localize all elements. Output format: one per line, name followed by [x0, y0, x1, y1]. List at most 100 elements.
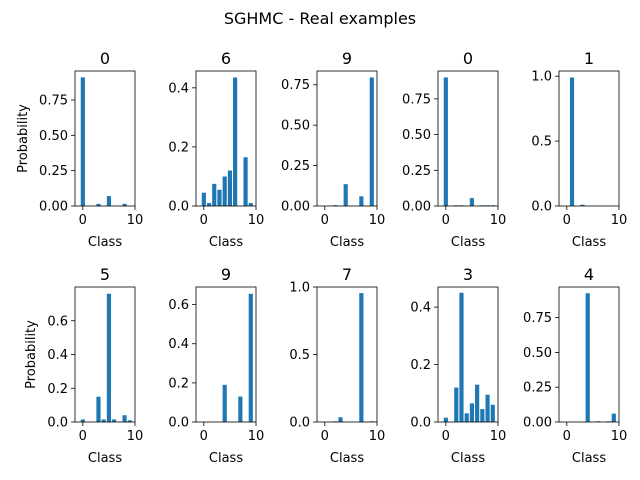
bar [122, 203, 127, 206]
x-tick-label: 0 [563, 429, 571, 444]
subplot-title: 5 [100, 265, 110, 284]
x-tick-label: 0 [200, 429, 208, 444]
y-tick-label: 0.2 [168, 376, 189, 391]
bar [233, 77, 238, 207]
x-tick-label: 0 [442, 429, 450, 444]
bar [490, 404, 495, 422]
axes-frame [558, 286, 620, 423]
subplot-10: 0 10 0.00 0.25 0.50 0.75 4 Class [523, 265, 627, 466]
bar [443, 417, 448, 422]
y-tick-label: 0.4 [168, 337, 189, 352]
x-axis-label: Class [330, 451, 364, 466]
axes-frame [437, 286, 499, 423]
x-axis-label: Class [209, 451, 243, 466]
y-tick-label: 0.0 [289, 416, 310, 431]
bar [469, 403, 474, 422]
y-tick-label: 0.2 [47, 382, 68, 397]
x-axis-label: Class [451, 235, 485, 250]
x-tick-label: 10 [127, 213, 144, 228]
axes-frame [195, 286, 257, 423]
x-tick-label: 0 [79, 429, 87, 444]
y-tick-label: 0.50 [39, 129, 68, 144]
bar [212, 183, 217, 206]
x-axis-label: Class [572, 235, 606, 250]
x-tick-label: 10 [490, 429, 507, 444]
axes-frame [558, 70, 620, 207]
axes-frame [195, 70, 257, 207]
y-tick-label: 0.6 [47, 314, 68, 329]
x-tick-label: 10 [369, 213, 386, 228]
axes-frame [437, 70, 499, 207]
bar [469, 198, 474, 206]
axes-frame [316, 70, 378, 207]
y-tick-label: 0.25 [523, 381, 552, 396]
subplot-5: 0 10 0.0 0.5 1.0 1 Class [531, 49, 627, 250]
y-tick-label: 0.4 [410, 301, 431, 316]
subplot-title: 4 [584, 265, 594, 284]
y-tick-label: 0.25 [39, 164, 68, 179]
y-tick-label: 0.25 [402, 164, 431, 179]
y-tick-label: 0.50 [523, 346, 552, 361]
x-tick-label: 10 [369, 429, 386, 444]
y-tick-label: 0.0 [410, 416, 431, 431]
bar [206, 203, 212, 206]
bar [464, 413, 469, 422]
subplot-title: 0 [463, 49, 473, 68]
subplot-title: 9 [342, 49, 352, 68]
bar [243, 157, 248, 206]
y-tick-label: 0.50 [402, 128, 431, 143]
x-tick-label: 10 [248, 213, 265, 228]
x-tick-label: 0 [200, 213, 208, 228]
y-tick-label: 0.00 [39, 200, 68, 215]
x-tick-label: 0 [79, 213, 87, 228]
bar [359, 293, 364, 422]
subplot-3: 0 10 0.00 0.25 0.50 0.75 9 Class [281, 49, 385, 250]
bar [585, 293, 590, 422]
bar [101, 419, 106, 422]
bar [459, 292, 464, 422]
x-tick-label: 10 [127, 429, 144, 444]
x-axis-label: Class [330, 235, 364, 250]
x-tick-label: 10 [490, 213, 507, 228]
bar [359, 196, 364, 206]
subplot-8: 0 10 0.0 0.5 1.0 7 Class [289, 265, 385, 466]
subplot-title: 3 [463, 265, 473, 284]
y-tick-label: 0.00 [523, 416, 552, 431]
y-tick-label: 0.75 [281, 78, 310, 93]
bar [485, 394, 490, 422]
bar [227, 170, 232, 206]
bar [217, 189, 222, 206]
y-tick-label: 0.0 [531, 200, 552, 215]
bar [222, 176, 227, 206]
bar [248, 293, 253, 422]
subplot-title: 9 [221, 265, 231, 284]
y-tick-label: 0.2 [168, 140, 189, 155]
bar [580, 204, 585, 206]
x-tick-label: 10 [248, 429, 265, 444]
bar [480, 409, 485, 422]
bar [112, 419, 117, 422]
x-tick-label: 0 [321, 213, 329, 228]
bar [454, 387, 459, 422]
y-tick-label: 0.4 [168, 81, 189, 96]
x-tick-label: 0 [442, 213, 450, 228]
y-tick-label: 0.0 [168, 416, 189, 431]
y-tick-label: 0.6 [168, 298, 189, 313]
bar [333, 205, 338, 206]
subplot-title: 7 [342, 265, 352, 284]
bar [106, 293, 111, 422]
bar [238, 396, 243, 422]
axes-frame [74, 70, 136, 207]
x-tick-label: 0 [321, 429, 329, 444]
bar [343, 184, 348, 206]
subplot-2: 0 10 0.0 0.2 0.4 6 Class [168, 49, 264, 250]
bar [611, 413, 616, 422]
y-tick-label: 0.00 [281, 200, 310, 215]
subplot-title: 6 [221, 49, 231, 68]
x-axis-label: Class [451, 451, 485, 466]
x-tick-label: 0 [563, 213, 571, 228]
y-tick-label: 1.0 [531, 70, 552, 85]
